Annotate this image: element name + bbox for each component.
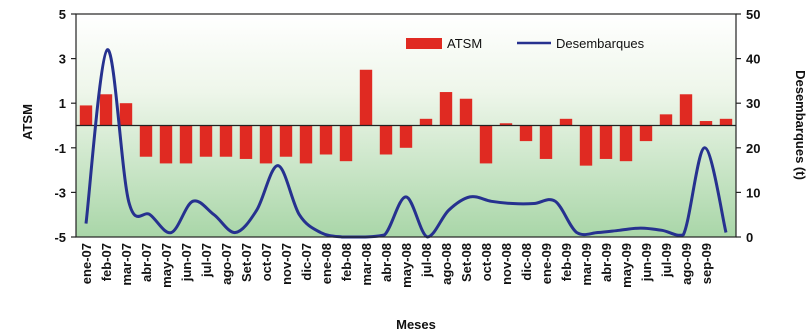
- y2-tick-label: 30: [746, 96, 760, 111]
- atsm-bar: [139, 125, 153, 157]
- x-tick-label: mar-08: [359, 243, 374, 286]
- atsm-bar: [479, 125, 493, 164]
- x-tick-label: feb-07: [99, 243, 114, 281]
- x-tick-label: ene-07: [79, 243, 94, 284]
- y-tick-label: 3: [59, 52, 66, 67]
- atsm-bar: [239, 125, 253, 159]
- x-tick-label: oct-08: [479, 243, 494, 281]
- line-layer: [84, 48, 728, 239]
- atsm-bar: [299, 125, 313, 164]
- atsm-bar: [679, 94, 693, 126]
- x-tick-label: feb-08: [339, 243, 354, 281]
- atsm-bar: [279, 125, 293, 157]
- y-tick-label: 5: [59, 7, 66, 22]
- atsm-bar: [79, 105, 93, 126]
- y2-tick-label: 0: [746, 230, 753, 245]
- x-tick-label: jul-09: [659, 243, 674, 278]
- atsm-bar: [719, 118, 733, 126]
- x-tick-label: may-08: [399, 243, 414, 288]
- x-tick-label: may-07: [159, 243, 174, 288]
- atsm-bar: [579, 125, 593, 166]
- y-tick-label: -3: [54, 185, 66, 200]
- x-tick-label: ago-08: [439, 243, 454, 285]
- atsm-bar: [619, 125, 633, 162]
- y2-tick-label: 20: [746, 141, 760, 156]
- x-tick-label: mar-09: [579, 243, 594, 286]
- atsm-bar: [639, 125, 653, 142]
- x-tick-label: abr-07: [139, 243, 154, 282]
- x-tick-label: nov-07: [279, 243, 294, 285]
- atsm-bar: [359, 69, 373, 126]
- plot-frame: [75, 13, 737, 238]
- y-tick-label: -5: [54, 230, 66, 245]
- atsm-bar: [699, 121, 713, 126]
- x-tick-label: jun-09: [639, 243, 654, 282]
- desembarques-line: [84, 48, 728, 239]
- atsm-bar: [199, 125, 213, 157]
- x-tick-label: jul-07: [199, 243, 214, 278]
- legend-desembarques-label: Desembarques: [556, 36, 645, 51]
- x-tick-label: sep-09: [699, 243, 714, 284]
- atsm-bar: [399, 125, 413, 148]
- atsm-bar: [559, 118, 573, 126]
- atsm-bar: [159, 125, 173, 164]
- x-tick-label: Set-07: [239, 243, 254, 282]
- atsm-bar: [259, 125, 273, 164]
- y-tick-label: -1: [54, 141, 66, 156]
- y-tick-label: 1: [59, 96, 66, 111]
- atsm-bar: [599, 125, 613, 159]
- x-tick-label: dic-07: [299, 243, 314, 281]
- x-tick-label: may-09: [619, 243, 634, 288]
- atsm-bar: [339, 125, 353, 162]
- y2-tick-label: 40: [746, 52, 760, 67]
- atsm-bar: [439, 92, 453, 126]
- atsm-bar: [659, 114, 673, 126]
- atsm-bar: [459, 98, 473, 126]
- x-tick-label: nov-08: [499, 243, 514, 285]
- x-tick-label: feb-09: [559, 243, 574, 281]
- x-tick-label: jun-07: [179, 243, 194, 282]
- legend-atsm-swatch: [406, 38, 442, 49]
- atsm-bar: [179, 125, 193, 164]
- atsm-bar: [539, 125, 553, 159]
- x-tick-label: dic-08: [519, 243, 534, 281]
- atsm-bar: [419, 118, 433, 126]
- y2-tick-label: 10: [746, 185, 760, 200]
- x-tick-label: ene-09: [539, 243, 554, 284]
- atsm-bar: [219, 125, 233, 157]
- x-tick-label: ago-07: [219, 243, 234, 285]
- legend: ATSM Desembarques: [406, 36, 645, 51]
- x-axis-title: Meses: [396, 317, 436, 332]
- x-tick-label: jul-08: [419, 243, 434, 278]
- atsm-bar: [499, 123, 513, 126]
- x-tick-label: abr-09: [599, 243, 614, 282]
- atsm-bar: [519, 125, 533, 142]
- x-tick-label: mar-07: [119, 243, 134, 286]
- x-tick-label: oct-07: [259, 243, 274, 281]
- y2-tick-label: 50: [746, 7, 760, 22]
- atsm-bar: [119, 103, 133, 126]
- x-tick-label: abr-08: [379, 243, 394, 282]
- atsm-bar: [319, 125, 333, 155]
- axes-layer: 5 3 1 -1 -3 -5 50 40 30 20 10 0 ene-07 feb-07 mar-07 ab…: [20, 7, 808, 332]
- legend-atsm-label: ATSM: [447, 36, 482, 51]
- x-tick-label: ene-08: [319, 243, 334, 284]
- atsm-bar: [379, 125, 393, 155]
- x-tick-label: Set-08: [459, 243, 474, 282]
- x-tick-label: ago-09: [679, 243, 694, 285]
- bars-layer: [79, 69, 733, 166]
- y-axis-title: ATSM: [20, 104, 35, 140]
- atsm-bar: [99, 94, 113, 126]
- y2-axis-title: Desembarques (t): [793, 70, 808, 180]
